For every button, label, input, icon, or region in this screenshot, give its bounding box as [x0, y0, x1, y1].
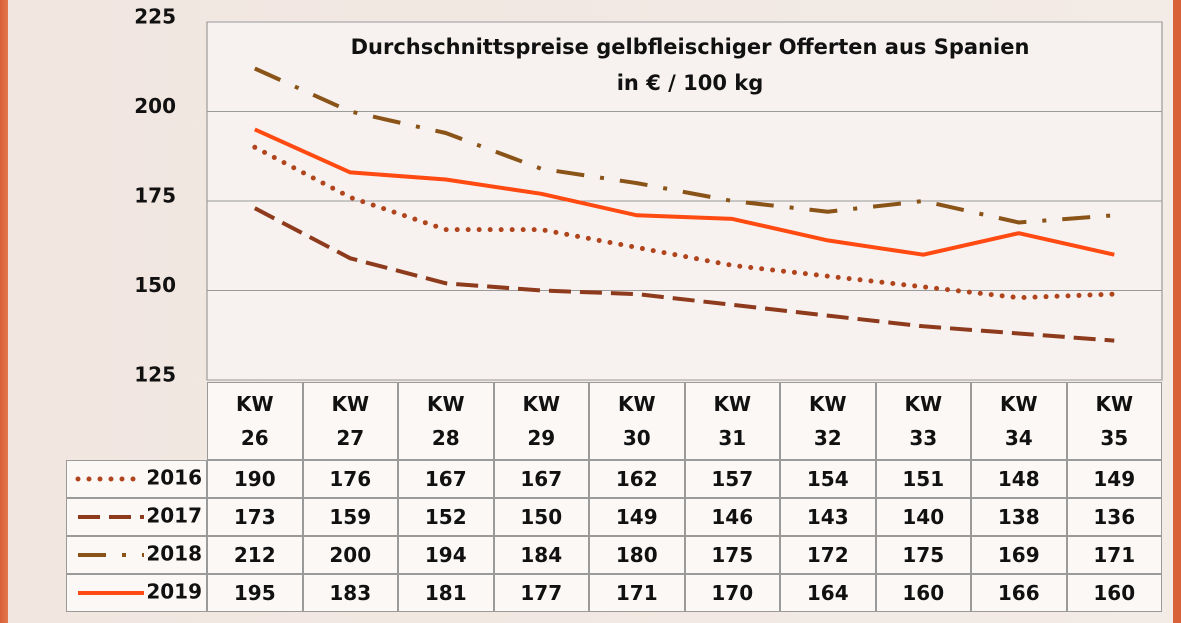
table-value: 162: [589, 460, 685, 498]
table-value: 149: [589, 498, 685, 536]
x-tick-label: KW 30: [589, 382, 685, 460]
series-line: [252, 144, 1117, 301]
table-value: 195: [207, 574, 303, 612]
table-value: 177: [493, 574, 589, 612]
legend-cell: [66, 460, 207, 498]
x-tick-label: KW 32: [780, 382, 876, 460]
table-value: 167: [398, 460, 494, 498]
table-value: 160: [1066, 574, 1162, 612]
table-value: 172: [780, 536, 876, 574]
table-value: 171: [589, 574, 685, 612]
table-value: 164: [780, 574, 876, 612]
table-value: 160: [875, 574, 971, 612]
table-value: 173: [207, 498, 303, 536]
plot-area: [206, 21, 1163, 381]
x-tick-label: KW 33: [875, 382, 971, 460]
x-tick-label: KW 28: [398, 382, 494, 460]
table-value: 152: [398, 498, 494, 536]
table-value: 171: [1066, 536, 1162, 574]
table-value: 136: [1066, 498, 1162, 536]
y-tick-label: 225: [134, 5, 176, 29]
series-line: [253, 206, 1115, 343]
table-value: 184: [493, 536, 589, 574]
table-value: 200: [302, 536, 398, 574]
chart-title: Durchschnittspreise gelbfleischiger Offe…: [351, 35, 1030, 59]
table-value: 154: [780, 460, 876, 498]
table-value: 167: [493, 460, 589, 498]
x-tick-label: KW 34: [971, 382, 1067, 460]
table-value: 140: [875, 498, 971, 536]
table-value: 150: [493, 498, 589, 536]
table-value: 194: [398, 536, 494, 574]
table-value: 151: [875, 460, 971, 498]
table-value: 183: [302, 574, 398, 612]
table-value: 212: [207, 536, 303, 574]
series-line: [253, 127, 1115, 257]
legend-cell: [66, 536, 207, 574]
chart-subtitle: in € / 100 kg: [617, 71, 764, 95]
y-tick-label: 200: [134, 94, 176, 118]
table-value: 176: [302, 460, 398, 498]
table-value: 157: [684, 460, 780, 498]
x-tick-label: KW 26: [207, 382, 303, 460]
x-tick-label: KW 27: [302, 382, 398, 460]
y-tick-label: 150: [134, 273, 176, 297]
x-tick-label: KW 35: [1066, 382, 1162, 460]
table-value: 169: [971, 536, 1067, 574]
table-value: 181: [398, 574, 494, 612]
table-value: 170: [684, 574, 780, 612]
table-value: 190: [207, 460, 303, 498]
y-tick-label: 175: [134, 184, 176, 208]
table-value: 149: [1066, 460, 1162, 498]
x-tick-label: KW 29: [493, 382, 589, 460]
table-value: 138: [971, 498, 1067, 536]
legend-cell: [66, 498, 207, 536]
table-value: 146: [684, 498, 780, 536]
table-value: 175: [684, 536, 780, 574]
table-value: 143: [780, 498, 876, 536]
table-value: 180: [589, 536, 685, 574]
series-line: [253, 66, 1115, 225]
table-value: 175: [875, 536, 971, 574]
x-tick-label: KW 31: [684, 382, 780, 460]
y-tick-label: 125: [134, 363, 176, 387]
table-value: 148: [971, 460, 1067, 498]
table-value: 159: [302, 498, 398, 536]
legend-cell: [66, 574, 207, 612]
table-value: 166: [971, 574, 1067, 612]
